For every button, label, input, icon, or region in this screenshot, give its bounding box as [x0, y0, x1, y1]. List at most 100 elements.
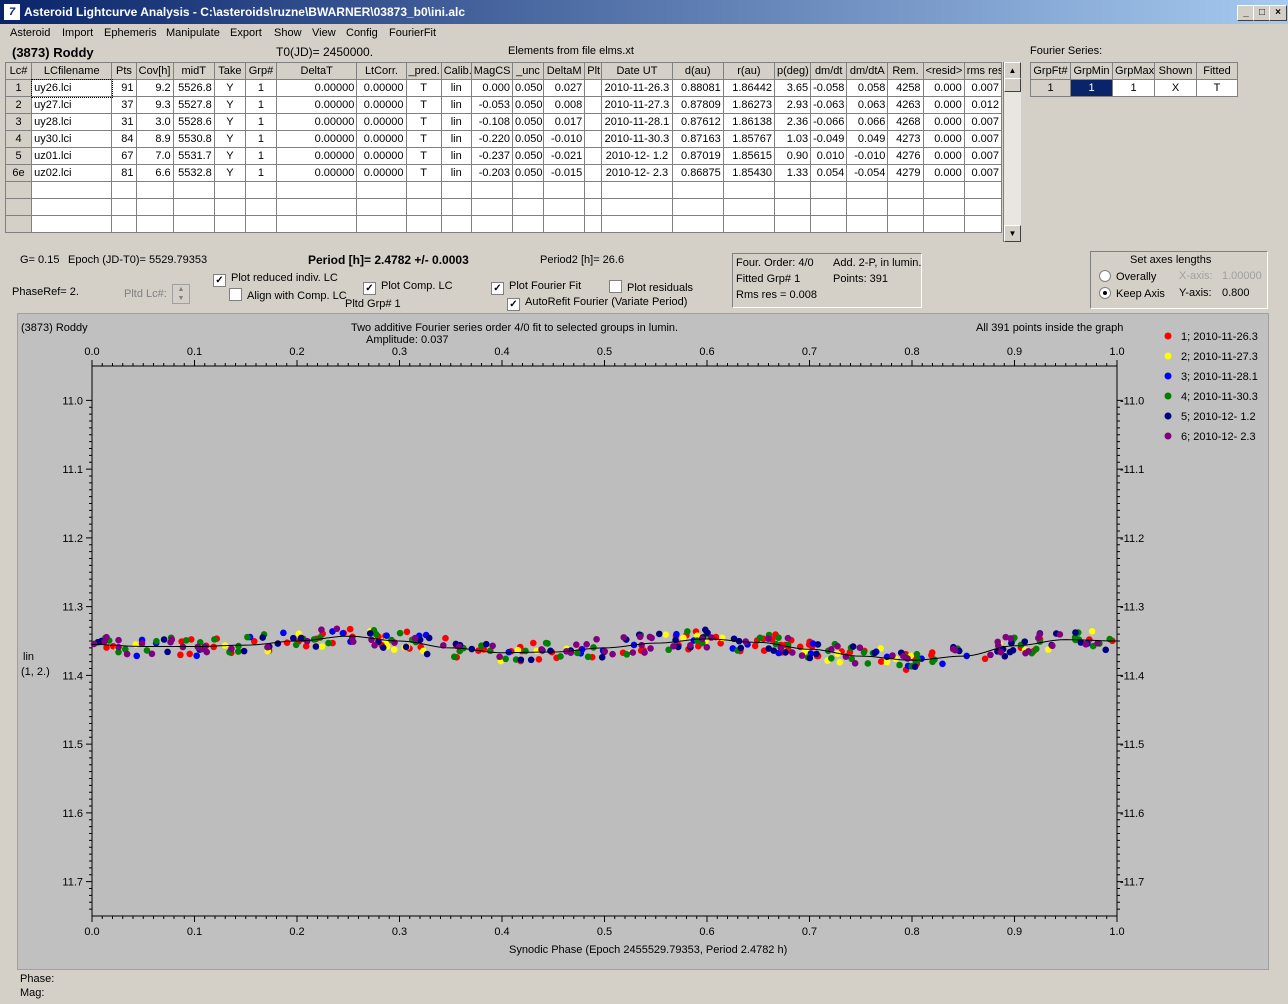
table-cell[interactable]: [511, 198, 545, 216]
table-scrollbar[interactable]: ▲ ▼: [1003, 62, 1021, 242]
table-cell[interactable]: 0.000: [922, 130, 965, 148]
table-cell[interactable]: [172, 215, 215, 233]
table-cell[interactable]: 0.00000: [276, 96, 358, 114]
table-cell[interactable]: [722, 181, 775, 199]
table-cell[interactable]: [773, 215, 812, 233]
table-cell[interactable]: [963, 181, 1003, 199]
table-cell[interactable]: [722, 215, 775, 233]
lightcurve-chart[interactable]: 0.0 0.0 0.1 0.1 0.2 0.2 0.3 0.3 0.4 0.4 0.5 0.5 0.6 0…: [18, 314, 1268, 969]
table-cell[interactable]: [440, 198, 472, 216]
col-header[interactable]: DeltaT: [276, 62, 358, 80]
table-cell[interactable]: 0.00000: [276, 130, 358, 148]
row-header[interactable]: [4, 181, 33, 199]
table-cell[interactable]: 9.2: [135, 79, 174, 97]
table-cell[interactable]: 4268: [887, 113, 924, 131]
table-cell[interactable]: [584, 79, 603, 97]
menu-import[interactable]: Import: [62, 27, 94, 39]
table-cell[interactable]: [213, 198, 246, 216]
fourier-cell-grpmin[interactable]: 1: [1070, 79, 1113, 97]
table-cell[interactable]: 0.007: [963, 79, 1003, 97]
table-cell[interactable]: 2010-12- 2.3: [601, 164, 673, 182]
table-cell[interactable]: 1.85767: [722, 130, 775, 148]
table-cell[interactable]: 0.000: [922, 164, 965, 182]
table-cell[interactable]: [111, 215, 137, 233]
table-cell[interactable]: 1.86442: [722, 79, 775, 97]
table-cell[interactable]: 91: [111, 79, 137, 97]
col-header[interactable]: Plt: [584, 62, 603, 80]
table-cell[interactable]: 1: [244, 164, 278, 182]
table-cell[interactable]: 37: [111, 96, 137, 114]
table-cell[interactable]: uz02.lci: [31, 164, 113, 182]
table-cell[interactable]: [671, 198, 724, 216]
table-cell[interactable]: -0.108: [470, 113, 513, 131]
table-cell[interactable]: 2010-11-30.3: [601, 130, 673, 148]
table-cell[interactable]: Y: [213, 147, 246, 165]
table-cell[interactable]: 5532.8: [172, 164, 215, 182]
table-cell[interactable]: [922, 181, 965, 199]
col-header[interactable]: DeltaM: [543, 62, 586, 80]
col-header[interactable]: LCfilename: [31, 62, 113, 80]
table-cell[interactable]: 0.000: [922, 96, 965, 114]
table-cell[interactable]: 67: [111, 147, 137, 165]
table-cell[interactable]: uz01.lci: [31, 147, 113, 165]
table-cell[interactable]: [440, 181, 472, 199]
col-header[interactable]: _pred.: [405, 62, 442, 80]
table-cell[interactable]: [810, 181, 848, 199]
table-cell[interactable]: 7.0: [135, 147, 174, 165]
table-cell[interactable]: 84: [111, 130, 137, 148]
table-cell[interactable]: 0.050: [511, 147, 545, 165]
table-cell[interactable]: 0.066: [846, 113, 889, 131]
table-cell[interactable]: [470, 198, 513, 216]
menu-fourierfit[interactable]: FourierFit: [389, 27, 437, 39]
table-cell[interactable]: uy30.lci: [31, 130, 113, 148]
table-cell[interactable]: [773, 198, 812, 216]
menu-config[interactable]: Config: [346, 27, 378, 39]
table-cell[interactable]: 0.050: [511, 79, 545, 97]
table-cell[interactable]: T: [405, 164, 442, 182]
table-cell[interactable]: 0.017: [543, 113, 586, 131]
table-cell[interactable]: [276, 181, 358, 199]
table-cell[interactable]: [111, 181, 137, 199]
lightcurve-table[interactable]: Lc# LCfilename Pts Cov[h] midT Take Grp# DeltaT…: [4, 62, 1003, 233]
table-cell[interactable]: [172, 198, 215, 216]
table-cell[interactable]: [213, 215, 246, 233]
table-cell[interactable]: [135, 215, 174, 233]
menu-manipulate[interactable]: Manipulate: [166, 27, 220, 39]
table-cell[interactable]: 2.36: [773, 113, 812, 131]
table-cell[interactable]: [470, 215, 513, 233]
table-cell[interactable]: [887, 198, 924, 216]
table-cell[interactable]: 0.050: [511, 96, 545, 114]
table-cell[interactable]: 0.050: [511, 130, 545, 148]
table-cell[interactable]: [276, 215, 358, 233]
col-header[interactable]: rms res: [963, 62, 1003, 80]
table-cell[interactable]: 0.00000: [356, 79, 407, 97]
fourier-cell-shown[interactable]: X: [1154, 79, 1197, 97]
table-cell[interactable]: 0.87019: [671, 147, 724, 165]
table-cell[interactable]: [584, 215, 603, 233]
table-cell[interactable]: -0.063: [810, 96, 848, 114]
row-header[interactable]: 2: [4, 96, 33, 114]
table-cell[interactable]: 0.000: [470, 79, 513, 97]
overally-radio[interactable]: Overally: [1099, 270, 1156, 283]
table-cell[interactable]: 0.00000: [276, 113, 358, 131]
table-cell[interactable]: T: [405, 147, 442, 165]
table-cell[interactable]: 0.00000: [276, 164, 358, 182]
col-header[interactable]: Cov[h]: [135, 62, 174, 80]
table-cell[interactable]: -0.054: [846, 164, 889, 182]
table-cell[interactable]: 0.000: [922, 113, 965, 131]
col-header[interactable]: <resid>: [922, 62, 965, 80]
row-header[interactable]: 6e: [4, 164, 33, 182]
table-cell[interactable]: [846, 181, 889, 199]
close-button[interactable]: ×: [1269, 5, 1287, 21]
table-cell[interactable]: 5528.6: [172, 113, 215, 131]
table-cell[interactable]: T: [405, 130, 442, 148]
table-cell[interactable]: 0.90: [773, 147, 812, 165]
row-header[interactable]: 1: [4, 79, 33, 97]
scroll-thumb[interactable]: [1004, 78, 1021, 92]
table-cell[interactable]: -0.237: [470, 147, 513, 165]
table-cell[interactable]: 0.054: [810, 164, 848, 182]
table-cell[interactable]: [405, 215, 442, 233]
col-header[interactable]: d(au): [671, 62, 724, 80]
